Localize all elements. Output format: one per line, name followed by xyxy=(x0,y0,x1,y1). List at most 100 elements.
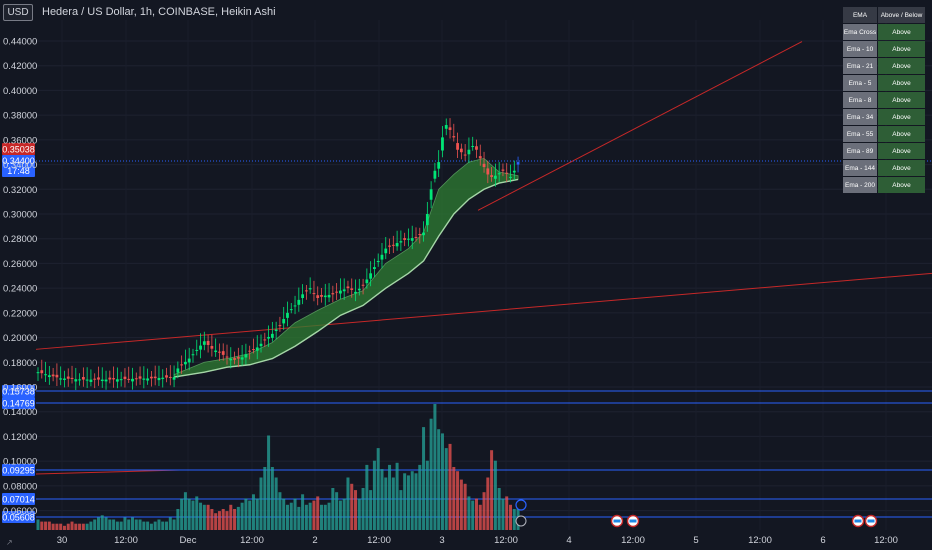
volume-bar xyxy=(323,504,327,530)
candle-body xyxy=(395,243,399,247)
candle-body xyxy=(304,290,308,292)
candle-body xyxy=(512,170,516,173)
ema-status-cell: Above xyxy=(878,143,925,159)
chart-title: Hedera / US Dollar, 1h, COINBASE, Heikin… xyxy=(42,6,276,18)
candle-body xyxy=(81,377,85,380)
ema-header-cell: Above / Below xyxy=(878,7,925,23)
candle-body xyxy=(165,375,168,378)
volume-bar xyxy=(165,521,169,530)
candle-body xyxy=(115,379,119,382)
volume-bar xyxy=(199,502,203,530)
volume-bar xyxy=(153,521,157,530)
volume-bar xyxy=(391,477,395,530)
candle-body xyxy=(119,379,123,381)
volume-bar xyxy=(406,475,410,530)
volume-bar xyxy=(410,471,414,530)
volume-bar xyxy=(505,496,509,530)
candle-body xyxy=(153,376,157,379)
candle-body xyxy=(373,267,376,270)
volume-bar xyxy=(267,435,271,530)
y-tick-label: 0.10000 xyxy=(3,457,37,468)
volume-bar xyxy=(335,492,339,530)
volume-bar xyxy=(274,477,278,530)
volume-bar xyxy=(123,517,127,530)
y-tick-label: 0.42000 xyxy=(3,61,37,72)
candle-body xyxy=(270,333,274,338)
ema-status-cell: Above xyxy=(878,109,925,125)
ema-status-cell: Above xyxy=(878,160,925,176)
ema-status-table: EMA Above / Below Ema Cross Above Ema - 10 Ab… xyxy=(842,6,926,194)
candle-body xyxy=(267,336,270,339)
ema-name-cell: Ema - 200 xyxy=(843,177,877,193)
volume-bar xyxy=(248,500,252,530)
volume-bar xyxy=(395,462,399,530)
ema-band-fill xyxy=(173,157,519,378)
candle-body xyxy=(184,361,187,365)
candle-body xyxy=(51,374,55,377)
x-tick-label: 5 xyxy=(693,535,698,546)
volume-bar xyxy=(59,523,63,530)
candle-body xyxy=(444,125,448,129)
candle-body xyxy=(44,374,47,376)
candle-body xyxy=(157,377,161,381)
volume-bar xyxy=(474,498,478,530)
volume-bar xyxy=(327,502,331,530)
volume-bar xyxy=(516,502,520,530)
volume-bar xyxy=(36,519,40,530)
timezone-icon: ↗ xyxy=(6,538,13,547)
y-tick-label: 0.38000 xyxy=(3,111,37,122)
candle-body xyxy=(448,127,452,130)
y-tick-label: 0.24000 xyxy=(3,284,37,295)
volume-bar xyxy=(388,464,392,530)
volume-bar xyxy=(365,464,369,530)
y-tick-label: 0.16000 xyxy=(3,383,37,394)
x-tick-label: Dec xyxy=(180,535,197,546)
candle-body xyxy=(429,189,433,200)
candle-body xyxy=(195,349,199,351)
level-price-tag xyxy=(2,385,35,397)
trend-line xyxy=(35,272,932,350)
candle-body xyxy=(127,378,131,380)
candle-body xyxy=(172,377,176,380)
y-tick-label: 0.30000 xyxy=(3,210,37,221)
candle-body xyxy=(339,290,342,294)
volume-bar xyxy=(293,498,297,530)
volume-bar xyxy=(240,502,244,530)
volume-bar xyxy=(422,427,426,530)
candle-body xyxy=(89,379,93,382)
y-tick-label: 0.28000 xyxy=(3,234,37,245)
volume-bar xyxy=(301,494,305,530)
ema-table-row: Ema - 89 Above xyxy=(843,143,925,159)
candle-body xyxy=(47,375,51,378)
candle-body xyxy=(399,241,403,243)
volume-bar xyxy=(486,477,490,530)
volume-bar xyxy=(108,519,112,530)
level-price-label: 0.07014 xyxy=(2,495,35,505)
candle-body xyxy=(161,377,165,379)
volume-bar xyxy=(44,521,48,530)
lightning-icon xyxy=(515,515,527,527)
ema-slow-line xyxy=(173,178,519,378)
flag-stripe xyxy=(629,519,637,523)
candle-body xyxy=(180,364,184,366)
ema-table-row: Ema - 34 Above xyxy=(843,109,925,125)
candle-body xyxy=(176,368,180,373)
x-tick-label: 2 xyxy=(312,535,317,546)
chart-grid xyxy=(36,20,932,530)
volume-bar xyxy=(251,494,255,530)
volume-bar xyxy=(93,519,97,530)
volume-bar xyxy=(331,488,335,530)
volume-bar xyxy=(471,500,475,530)
x-tick-label: 12:00 xyxy=(494,535,518,546)
candle-body xyxy=(418,234,422,236)
currency-selector[interactable]: USD xyxy=(3,4,33,21)
volume-bar xyxy=(285,504,289,530)
volume-bar xyxy=(346,477,350,530)
candle-body xyxy=(199,345,202,350)
add-alert-icon[interactable] xyxy=(515,499,527,511)
candle-body xyxy=(493,175,497,179)
candle-body xyxy=(391,244,395,246)
y-tick-label: 0.26000 xyxy=(3,259,37,270)
flag-stripe xyxy=(613,519,621,523)
